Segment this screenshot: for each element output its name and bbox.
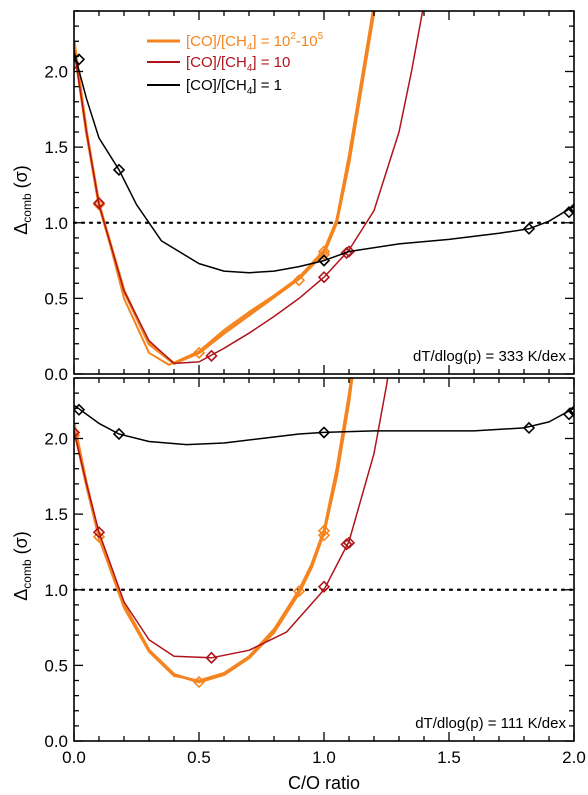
- marker-orange-3: [292, 585, 306, 598]
- x-axis-label: C/O ratio: [288, 773, 360, 793]
- panel-bottom: 0.0 0.5 1.0 1.5 2.0 0.0 0.5 1.0 1.5 2.0 dT/dlog(p)…: [11, 377, 586, 767]
- x-tick-label: 1.5: [437, 748, 461, 767]
- marker-black-4: [562, 206, 574, 219]
- y-axis-label: Δcomb (σ): [11, 531, 34, 600]
- y-tick-label: 0.0: [44, 365, 68, 384]
- series-line-orange-1: [74, 11, 374, 366]
- marker-orange-5: [317, 524, 331, 537]
- plot-area: [74, 378, 574, 689]
- x-tick-label: 0.0: [62, 748, 86, 767]
- y-axis-label: Δcomb (σ): [11, 165, 34, 234]
- series-line-black-0: [74, 404, 574, 446]
- series-line-orange-1: [74, 378, 353, 682]
- marker-orange-2: [192, 675, 206, 689]
- marker-orange-1: [92, 530, 106, 543]
- legend: [CO]/[CH4] = 102-105[CO]/[CH4] = 10 [CO]/…: [147, 31, 324, 97]
- marker-orange-3: [292, 274, 306, 287]
- marker-orange-2: [192, 346, 206, 359]
- marker-darkred-3: [317, 271, 331, 284]
- marker-orange-1: [92, 198, 106, 211]
- marker-black-1: [112, 427, 126, 441]
- y-tick-label: 0.5: [44, 289, 68, 308]
- marker-black-1: [112, 163, 126, 176]
- x-tick-label: 1.0: [312, 748, 336, 767]
- marker-darkred-1: [92, 526, 106, 539]
- y-tick-label: 2.0: [44, 430, 68, 449]
- marker-black-2: [317, 426, 331, 439]
- axes-frame: [73, 10, 575, 375]
- marker-black-3: [522, 421, 536, 435]
- series-line-black-0: [74, 51, 574, 274]
- x-tick-label: 0.5: [187, 748, 211, 767]
- y-tick-label: 1.0: [44, 214, 68, 233]
- marker-darkred-0: [74, 426, 81, 439]
- series-line-darkred-0: [74, 378, 389, 659]
- marker-darkred-1: [92, 196, 106, 210]
- legend-entry-orange: [CO]/[CH4] = 102-105: [186, 31, 324, 53]
- x-tick-label: 2.0: [562, 748, 586, 767]
- plot-area: [74, 11, 574, 366]
- marker-darkred-2: [205, 651, 218, 664]
- marker-darkred-2: [205, 349, 218, 362]
- marker-black-2: [317, 254, 331, 267]
- marker-black-3: [522, 222, 536, 235]
- series-line-darkred-0: [74, 11, 424, 365]
- marker-darkred-5: [342, 536, 356, 549]
- y-tick-label: 0.0: [44, 732, 68, 751]
- panel-annotation: dT/dlog(p) = 111 K/dex: [415, 715, 566, 732]
- panel-annotation: dT/dlog(p) = 333 K/dex: [413, 348, 567, 365]
- y-tick-label: 1.5: [44, 138, 68, 157]
- y-tick-label: 2.0: [44, 63, 68, 82]
- y-tick-label: 1.5: [44, 505, 68, 524]
- y-tick-label: 1.0: [44, 581, 68, 600]
- series-line-orange-0: [74, 378, 354, 684]
- legend-entry-darkred: [CO]/[CH4] = 10: [186, 54, 290, 74]
- marker-darkred-3: [317, 580, 331, 593]
- legend-entry-black: [CO]/[CH4] = 1: [186, 77, 282, 97]
- marker-black-0: [74, 53, 86, 66]
- marker-black-4: [562, 408, 574, 421]
- panel-top: 0.0 0.5 1.0 1.5 2.0 dT/dlog(p) = 333 K/dex Δco…: [11, 10, 576, 384]
- marker-orange-4: [317, 529, 331, 542]
- y-tick-label: 0.5: [44, 656, 68, 675]
- marker-darkred-5: [342, 245, 356, 258]
- marker-black-5: [567, 405, 574, 418]
